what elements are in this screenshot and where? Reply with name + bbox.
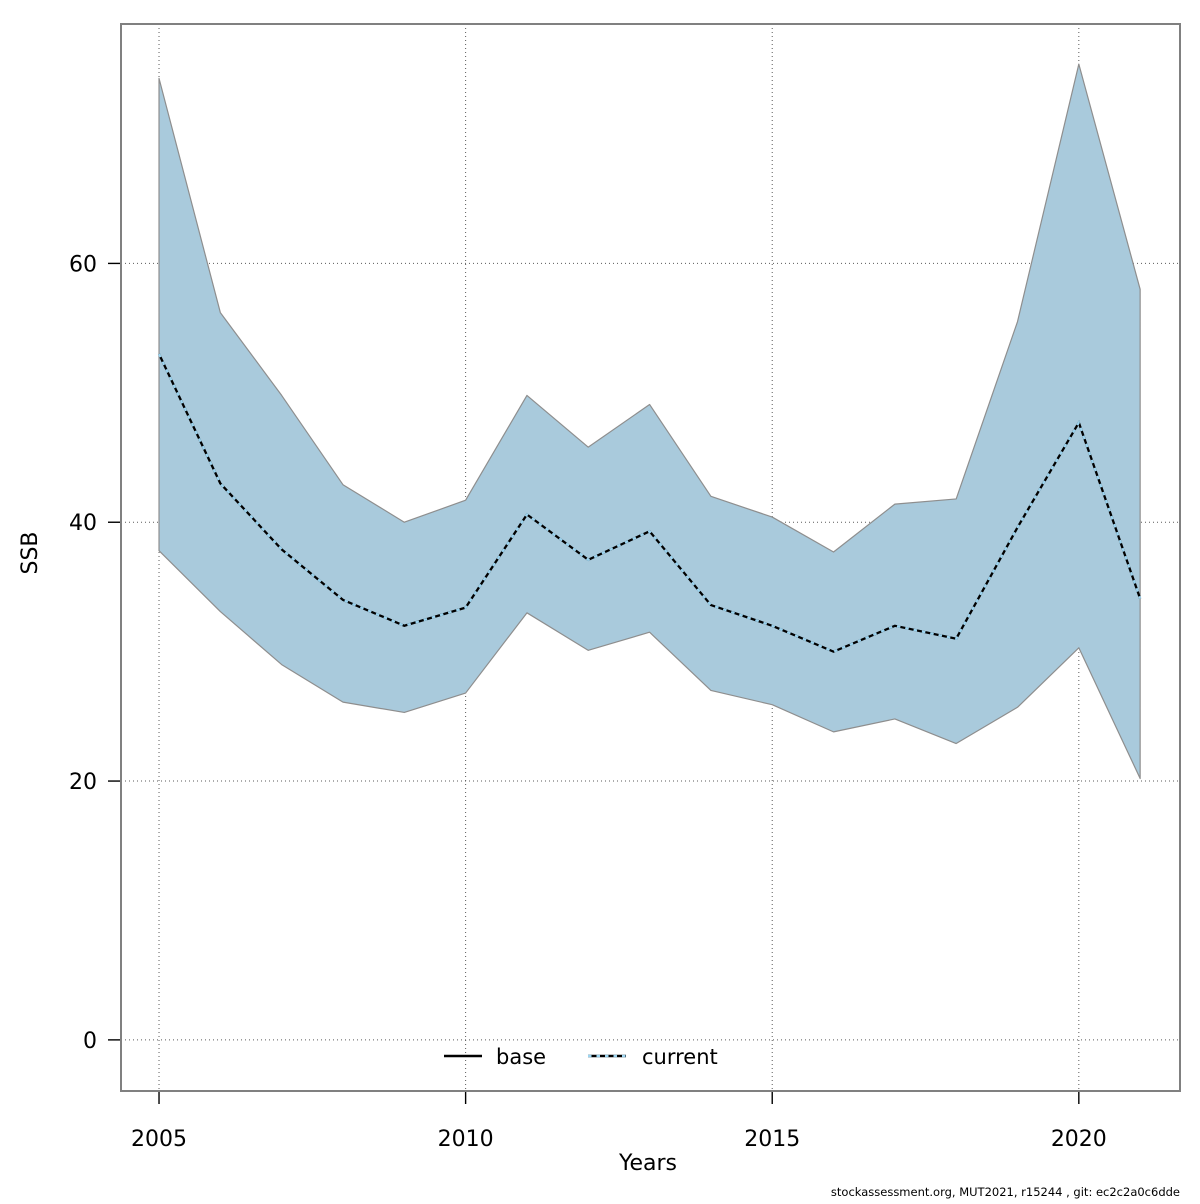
confidence-ribbon <box>158 63 1141 780</box>
legend-base-label: base <box>496 1045 546 1069</box>
footer-credit: stockassessment.org, MUT2021, r15244 , g… <box>831 1185 1180 1199</box>
y-axis-title: SSB <box>18 531 43 574</box>
y-tick-label: 0 <box>83 1029 97 1054</box>
legend-current-label: current <box>642 1045 718 1069</box>
current-line <box>157 353 1142 653</box>
y-tick-label: 40 <box>69 511 97 536</box>
legend: base current <box>444 1045 718 1069</box>
y-tick-label: 20 <box>69 770 97 795</box>
x-tick-label: 2005 <box>131 1127 187 1152</box>
plot-border <box>120 23 1181 1092</box>
x-tick-label: 2010 <box>438 1127 494 1152</box>
data-lines <box>157 353 1142 653</box>
confidence-band <box>158 63 1141 780</box>
x-axis-title: Years <box>618 1151 677 1176</box>
x-tick-label: 2020 <box>1051 1127 1107 1152</box>
x-tick-label: 2015 <box>744 1127 800 1152</box>
axis-ticks: 2005 2010 2015 2020 0 20 40 60 <box>69 252 1107 1152</box>
plot-frame <box>120 23 1181 1092</box>
y-tick-label: 60 <box>69 252 97 277</box>
